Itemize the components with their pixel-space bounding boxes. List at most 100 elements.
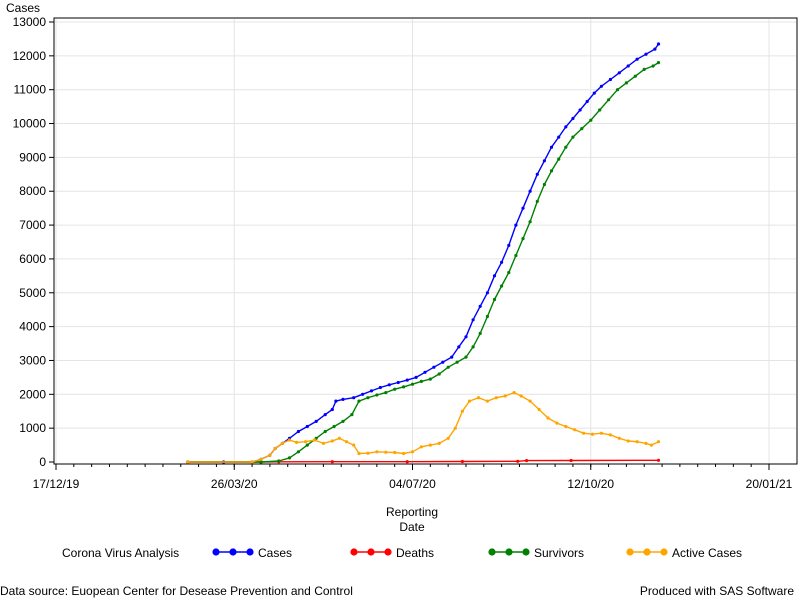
cases-point (592, 91, 596, 95)
cases-point (334, 399, 338, 403)
survivors-point (305, 443, 309, 447)
survivors-point (521, 237, 525, 241)
active-cases-point (352, 443, 356, 447)
active-cases-point (259, 457, 263, 461)
active-cases-point (519, 394, 523, 398)
x-tick-label: 26/03/20 (211, 477, 258, 491)
survivors-point (384, 391, 388, 395)
y-tick-label: 13000 (13, 15, 47, 29)
active-cases-point (384, 450, 388, 454)
deaths-point (525, 459, 529, 463)
legend-marker-cases (246, 548, 254, 556)
survivors-point (437, 372, 441, 376)
y-tick-label: 9000 (19, 150, 46, 164)
cases-point (485, 291, 489, 295)
legend-marker-survivors (505, 548, 513, 556)
active-cases-point (402, 451, 406, 456)
cases-point (626, 64, 630, 68)
active-cases-point (608, 433, 613, 437)
survivors-point (571, 135, 575, 139)
active-cases-point (599, 431, 604, 435)
survivors-point (589, 118, 593, 122)
active-cases-point (656, 440, 661, 444)
cases-point (578, 108, 582, 112)
survivors-point (478, 331, 482, 335)
y-axis-label: Cases (6, 1, 40, 15)
y-tick-label: 0 (39, 455, 46, 469)
legend-marker-deaths (367, 548, 375, 556)
legend-marker-survivors (488, 548, 496, 556)
active-cases-point (617, 436, 621, 440)
active-cases-point (303, 440, 308, 444)
survivors-point (323, 429, 327, 434)
plot-area-frame (53, 17, 798, 465)
y-tick-label: 4000 (19, 320, 46, 334)
active-cases-point (555, 421, 559, 425)
cases-point (369, 389, 374, 393)
active-cases-point (512, 391, 516, 395)
survivors-point (624, 81, 629, 85)
active-cases-point (273, 446, 277, 451)
y-tick-label: 3000 (19, 353, 46, 367)
legend-marker-cases (229, 548, 237, 556)
active-cases-point (375, 450, 379, 454)
active-cases-point (357, 451, 361, 456)
survivors-point (259, 460, 263, 464)
deaths-point (569, 458, 573, 463)
active-cases-point (503, 394, 507, 398)
legend-marker-active-cases (643, 548, 651, 556)
cases-point (323, 413, 327, 417)
legend-marker-survivors (522, 548, 530, 556)
active-cases-point (446, 436, 450, 440)
cases-point (514, 223, 518, 227)
legend-label-active-cases: Active Cases (672, 546, 742, 560)
active-cases-point (250, 460, 254, 464)
survivors-point (542, 182, 547, 187)
survivors-point (366, 396, 370, 400)
survivors-point (332, 424, 336, 429)
survivors-point (446, 365, 450, 369)
cases-point (585, 99, 589, 104)
active-cases-point (582, 431, 586, 435)
survivors-point (277, 459, 281, 463)
survivors-point (410, 382, 415, 386)
survivors-point (471, 345, 475, 349)
legend-marker-cases (212, 548, 220, 556)
survivors-point (492, 297, 497, 302)
cases-point (635, 57, 639, 61)
cases-point (599, 84, 604, 88)
survivors-point (455, 360, 459, 364)
y-tick-label: 12000 (13, 49, 47, 63)
active-cases-point (590, 432, 595, 436)
cases-point (432, 365, 436, 369)
cases-point (387, 383, 391, 387)
y-tick-label: 6000 (19, 252, 46, 266)
cases-point (361, 392, 365, 396)
survivors-point (564, 145, 568, 149)
active-cases-point (528, 399, 532, 403)
y-tick-label: 5000 (19, 286, 46, 300)
survivors-point (535, 199, 539, 203)
cases-point (471, 318, 475, 322)
active-cases-point (537, 407, 541, 412)
cases-point (653, 47, 657, 51)
active-cases-point (410, 450, 415, 454)
cases-point (478, 304, 482, 308)
cases-point (457, 345, 461, 349)
deaths-point (656, 458, 661, 462)
cases-point (528, 189, 532, 193)
active-cases-point (485, 399, 489, 403)
cases-point (296, 429, 300, 434)
cases-point (330, 407, 334, 412)
x-tick-label: 17/12/19 (33, 477, 80, 491)
cases-point (557, 135, 561, 139)
active-cases-point (428, 443, 432, 447)
x-tick-label: 12/10/20 (567, 477, 614, 491)
cases-point (571, 116, 575, 121)
legend: Cases Deaths Survivors Active Cases (212, 546, 742, 560)
legend-title: Corona Virus Analysis (62, 546, 179, 560)
active-cases-point (573, 428, 577, 432)
cases-point (549, 145, 554, 149)
cases-point (521, 206, 525, 210)
